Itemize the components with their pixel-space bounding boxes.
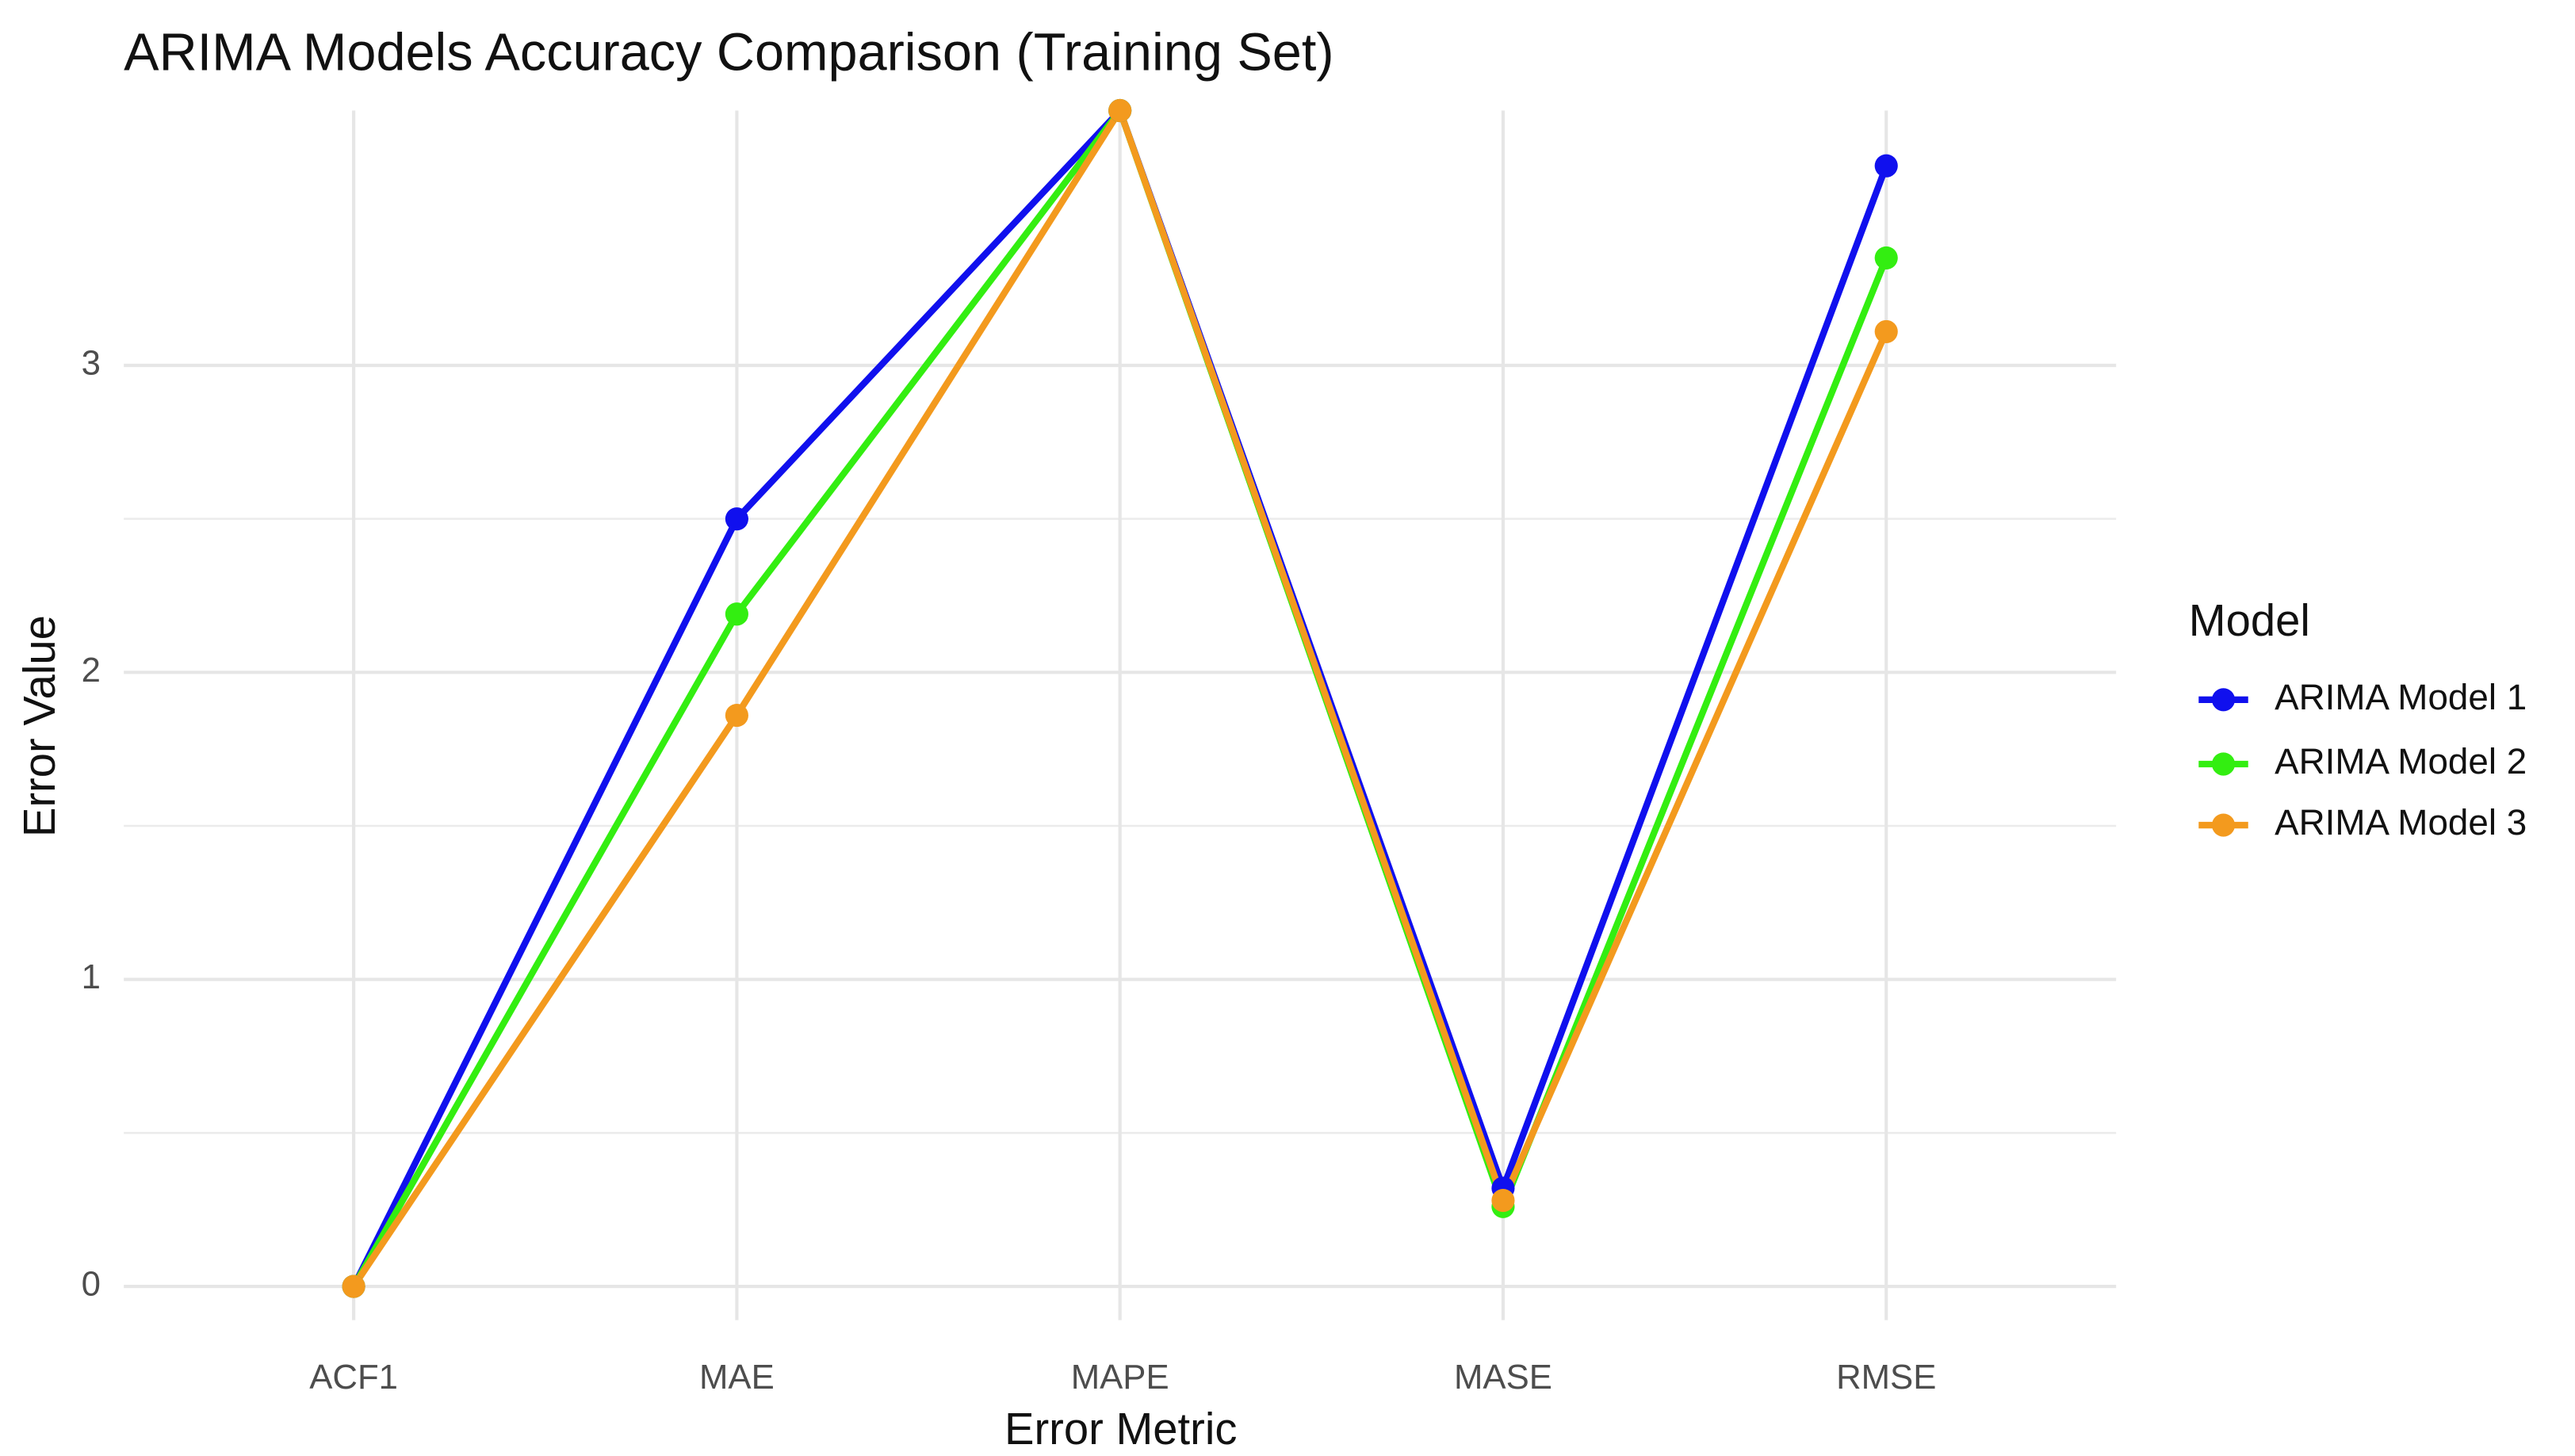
data-point (342, 1274, 365, 1298)
legend-key-point (2211, 688, 2236, 712)
y-axis-label: Error Value (14, 615, 64, 837)
legend-label: ARIMA Model 2 (2275, 741, 2527, 782)
grid (124, 110, 2117, 1320)
legend-key-point (2211, 813, 2236, 837)
x-tick-label: MAE (699, 1358, 775, 1397)
x-tick-label: MASE (1454, 1358, 1552, 1397)
y-tick-label: 0 (82, 1265, 101, 1304)
data-point (1108, 98, 1132, 123)
data-point (725, 703, 748, 728)
legend-key-point (2211, 752, 2236, 776)
x-tick-label: MAPE (1071, 1358, 1169, 1397)
y-tick-label: 1 (82, 957, 101, 996)
data-point (725, 602, 748, 626)
data-point (1874, 246, 1898, 270)
data-point (1874, 319, 1898, 343)
chart-title: ARIMA Models Accuracy Comparison (Traini… (124, 23, 1333, 82)
y-tick-label: 3 (82, 344, 101, 383)
data-point (1491, 1189, 1515, 1213)
data-point (725, 507, 748, 531)
legend-title: Model (2189, 595, 2310, 645)
legend-label: ARIMA Model 3 (2275, 802, 2527, 843)
x-axis-label: Error Metric (1004, 1404, 1238, 1454)
y-tick-label: 2 (82, 651, 101, 690)
x-tick-label: ACF1 (309, 1358, 398, 1397)
legend-label: ARIMA Model 1 (2275, 677, 2527, 717)
x-tick-label: RMSE (1836, 1358, 1936, 1397)
data-point (1874, 154, 1898, 178)
